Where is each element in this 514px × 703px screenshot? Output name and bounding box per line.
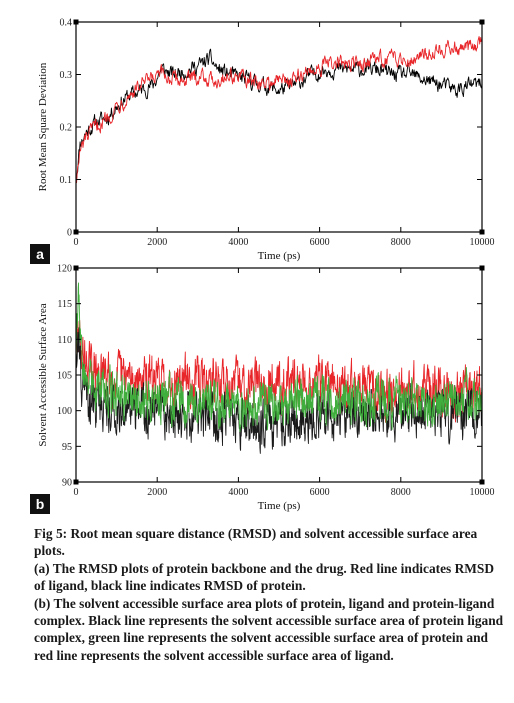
figure: 0 2000 4000 6000 8000 10000 0 0.1 0.2 0.3 0.4 Time … (30, 18, 495, 514)
series-line-3 (75, 282, 483, 433)
series-line-1 (75, 319, 483, 423)
x-axis-label: Time (ps) (258, 500, 301, 512)
caption-title: Fig 5: Root mean square distance (RMSD) … (34, 526, 478, 559)
panel-tag-label: b (36, 496, 45, 512)
x-tick-label: 0 (74, 237, 79, 248)
caption-part-b: (b) The solvent accessible surface area … (34, 595, 504, 663)
figure-caption: Fig 5: Root mean square distance (RMSD) … (34, 525, 504, 664)
corner-marker (479, 479, 485, 485)
panel-a: 0 2000 4000 6000 8000 10000 0 0.1 0.2 0.3 0.4 Time … (30, 18, 495, 264)
corner-marker (73, 229, 79, 235)
x-tick-label: 4000 (228, 237, 248, 248)
corner-marker (73, 479, 79, 485)
y-tick-label: 110 (57, 335, 72, 346)
x-tick-label: 6000 (310, 237, 330, 248)
x-tick-label: 6000 (310, 487, 330, 498)
y-tick-label: 100 (57, 406, 72, 417)
caption-part-a: (a) The RMSD plots of protein backbone a… (34, 560, 495, 594)
panel-tag-label: a (36, 246, 44, 262)
y-tick-label: 95 (62, 442, 72, 453)
y-tick-label: 115 (57, 299, 72, 310)
x-axis-label: Time (ps) (258, 250, 301, 262)
panel-tag-box (30, 244, 50, 264)
corner-marker (479, 265, 485, 271)
x-tick-label: 2000 (147, 487, 167, 498)
x-tick-label: 0 (74, 487, 79, 498)
y-tick-label: 0.1 (60, 175, 73, 186)
y-tick-label: 120 (57, 264, 72, 275)
corner-marker (479, 19, 485, 25)
panel-tag-box (30, 494, 50, 514)
y-tick-label: 0.3 (60, 70, 73, 81)
y-tick-label: 105 (57, 371, 72, 382)
x-tick-label: 10000 (470, 237, 495, 248)
y-tick-label: 0 (67, 228, 72, 239)
series-line-1 (75, 48, 483, 183)
y-tick-label: 0.2 (60, 123, 73, 134)
x-tick-label: 10000 (470, 487, 495, 498)
y-tick-label: 90 (62, 478, 72, 489)
y-tick-label: 0.4 (60, 18, 73, 29)
x-tick-label: 4000 (228, 487, 248, 498)
x-tick-label: 2000 (147, 237, 167, 248)
series-line-2 (75, 36, 483, 184)
y-axis-label: Solvent Accessible Surface Area (37, 303, 49, 446)
corner-marker (479, 229, 485, 235)
panel-b: 0 2000 4000 6000 8000 10000 90 95 100 105 110 115 12… (30, 264, 495, 514)
y-axis-label: Root Mean Square Deviation (37, 62, 49, 191)
x-tick-label: 8000 (391, 237, 411, 248)
corner-marker (73, 265, 79, 271)
x-tick-label: 8000 (391, 487, 411, 498)
corner-marker (73, 19, 79, 25)
